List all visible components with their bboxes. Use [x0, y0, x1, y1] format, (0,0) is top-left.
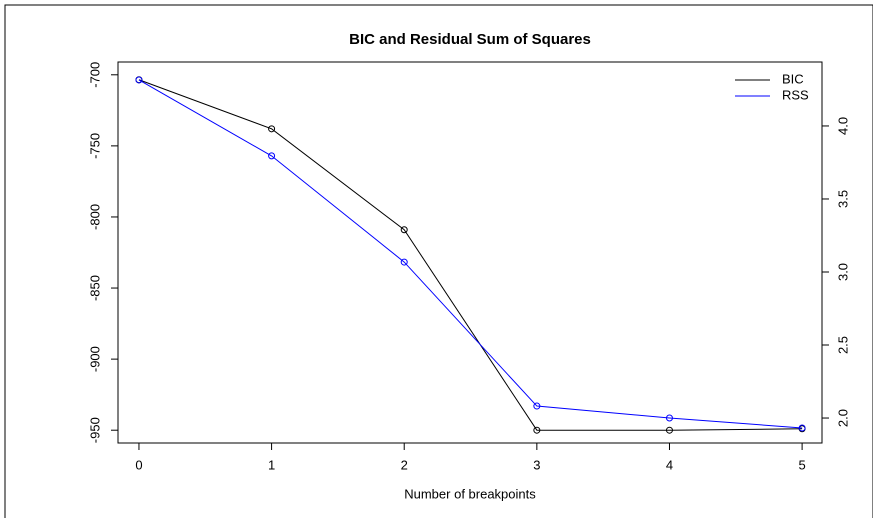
data-point — [665, 414, 673, 422]
y2-tick-label: 4.0 — [835, 117, 850, 135]
data-point — [400, 258, 408, 266]
data-point — [268, 125, 276, 133]
y2-tick-label: 3.5 — [835, 190, 850, 208]
chart-title: BIC and Residual Sum of Squares — [349, 31, 591, 48]
x-tick-label: 3 — [533, 457, 540, 472]
frame — [4, 4, 873, 518]
y-tick-label: -800 — [87, 204, 102, 230]
x-tick-label: 5 — [798, 457, 805, 472]
series-line — [138, 79, 803, 431]
y2-tick-label: 2.0 — [835, 409, 850, 427]
y-tick-label: -950 — [87, 417, 102, 443]
data-point — [533, 426, 541, 434]
x-tick-label: 0 — [135, 457, 142, 472]
plot-box — [117, 61, 823, 444]
data-point — [400, 226, 408, 234]
x-tick-label: 1 — [268, 457, 275, 472]
y-tick-label: -850 — [87, 275, 102, 301]
legend-label: BIC — [782, 71, 804, 86]
x-axis-label: Number of breakpoints — [404, 486, 536, 501]
data-point — [268, 152, 276, 160]
y-tick-label: -700 — [87, 62, 102, 88]
series-line — [138, 79, 803, 429]
x-tick-label: 2 — [401, 457, 408, 472]
y2-tick-label: 3.0 — [835, 263, 850, 281]
y2-tick-label: 2.5 — [835, 336, 850, 354]
data-point — [135, 76, 143, 84]
y-tick-label: -900 — [87, 346, 102, 372]
legend-label: RSS — [782, 87, 809, 102]
data-point — [533, 402, 541, 410]
data-point — [665, 426, 673, 434]
y-tick-label: -750 — [87, 133, 102, 159]
x-tick-label: 4 — [666, 457, 673, 472]
data-point — [798, 424, 806, 432]
